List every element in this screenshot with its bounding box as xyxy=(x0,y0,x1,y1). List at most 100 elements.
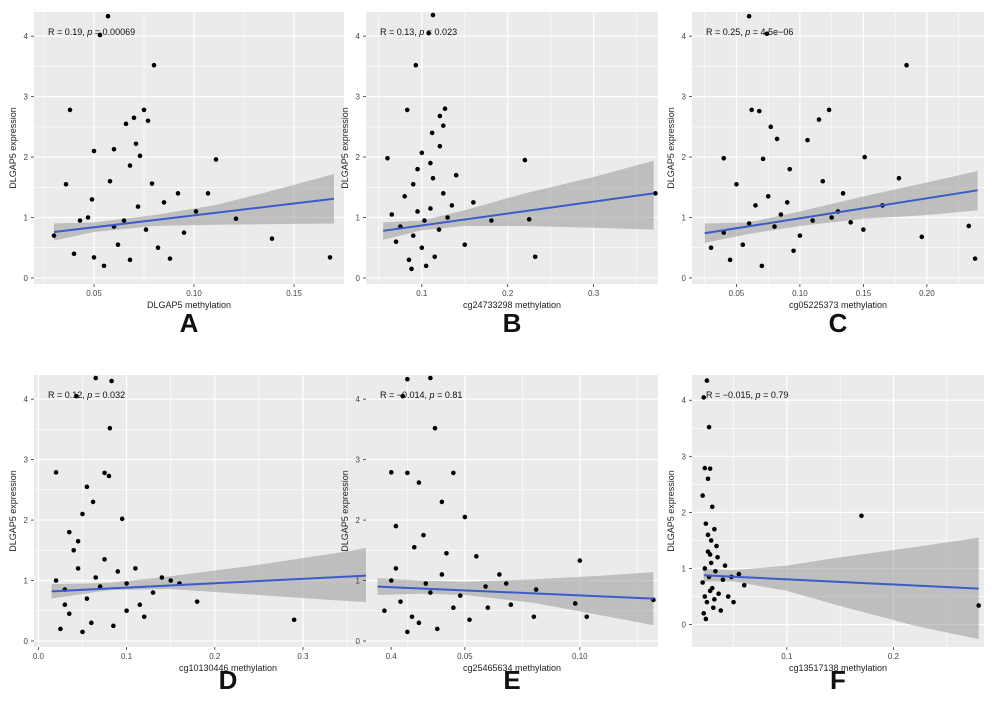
data-point xyxy=(137,602,143,607)
data-point xyxy=(410,233,416,238)
panel-letter: A xyxy=(179,308,199,338)
data-point xyxy=(711,605,716,611)
data-point xyxy=(772,224,777,229)
data-point xyxy=(702,594,708,599)
data-point xyxy=(449,203,455,208)
data-point xyxy=(756,108,762,114)
data-point xyxy=(84,484,90,490)
data-point xyxy=(89,197,95,202)
data-point xyxy=(111,224,117,229)
data-point xyxy=(233,216,239,222)
y-tick-label: 0 xyxy=(356,637,361,646)
p-symbol: p xyxy=(429,390,435,400)
y-tick-label: 3 xyxy=(24,93,29,102)
data-point xyxy=(436,227,442,232)
data-point xyxy=(474,554,479,559)
data-point xyxy=(702,465,708,471)
data-point xyxy=(90,499,96,505)
panel-letter: D xyxy=(218,665,238,695)
data-point xyxy=(442,106,448,112)
regression-line xyxy=(703,574,979,590)
x-tick-label: 0.15 xyxy=(286,289,302,298)
data-point xyxy=(768,124,774,130)
data-point xyxy=(423,263,429,269)
data-point xyxy=(388,470,394,475)
data-point xyxy=(93,575,99,580)
data-point xyxy=(58,626,63,632)
data-point xyxy=(205,191,211,196)
data-point xyxy=(213,157,219,162)
regression-line xyxy=(383,192,654,232)
data-point xyxy=(759,263,765,269)
data-point xyxy=(444,551,449,556)
y-tick-label: 0 xyxy=(682,621,687,630)
data-point xyxy=(787,166,793,172)
p-symbol: p xyxy=(755,390,761,400)
data-point xyxy=(406,257,412,263)
data-point xyxy=(700,493,705,498)
data-point xyxy=(483,584,488,589)
data-point xyxy=(428,375,433,381)
data-point xyxy=(62,587,68,592)
data-point xyxy=(327,255,333,260)
data-point xyxy=(522,157,528,163)
data-point xyxy=(84,596,90,601)
data-point xyxy=(405,376,410,382)
data-point xyxy=(835,209,841,214)
data-point xyxy=(497,572,502,577)
data-point xyxy=(389,212,395,217)
data-point xyxy=(393,523,399,529)
data-point xyxy=(840,191,846,196)
data-point xyxy=(141,614,147,620)
data-point xyxy=(848,220,853,225)
r-value: R = −0.014, xyxy=(380,390,430,400)
data-point xyxy=(746,13,752,19)
data-point xyxy=(718,608,724,613)
data-point xyxy=(382,608,387,614)
correlation-annotation: R = −0.015, p = 0.79 xyxy=(706,390,788,400)
data-point xyxy=(135,204,141,209)
data-point xyxy=(919,234,925,240)
data-point xyxy=(896,175,902,181)
data-point xyxy=(93,375,99,381)
data-point xyxy=(784,200,790,205)
data-point xyxy=(131,115,137,121)
data-point xyxy=(410,181,416,187)
y-tick-label: 2 xyxy=(24,153,29,162)
x-tick-label: 0.05 xyxy=(457,652,473,661)
y-tick-label: 0 xyxy=(24,274,29,283)
data-point xyxy=(653,191,658,196)
data-point xyxy=(102,557,107,562)
data-point xyxy=(91,255,97,260)
data-point xyxy=(91,148,97,154)
data-point xyxy=(727,257,733,263)
data-point xyxy=(97,32,103,38)
data-point xyxy=(415,166,420,172)
data-point xyxy=(51,233,57,238)
data-point xyxy=(712,597,717,602)
data-point xyxy=(720,577,726,583)
regression-line xyxy=(51,572,414,593)
data-point xyxy=(740,242,746,248)
data-point xyxy=(462,514,468,520)
data-point xyxy=(489,218,494,223)
correlation-annotation: R = −0.014, p = 0.81 xyxy=(380,390,462,400)
data-point xyxy=(409,266,414,272)
data-point xyxy=(904,62,909,68)
y-tick-label: 2 xyxy=(682,153,687,162)
data-point xyxy=(721,230,727,235)
data-point xyxy=(706,574,712,580)
data-point xyxy=(80,511,85,517)
data-point xyxy=(437,113,443,119)
confidence-band xyxy=(704,170,978,243)
data-point xyxy=(434,626,440,632)
data-point xyxy=(708,245,714,251)
p-symbol: p xyxy=(418,27,424,37)
data-point xyxy=(741,583,747,588)
data-point xyxy=(167,256,173,261)
x-tick-label: 0.1 xyxy=(781,652,793,661)
